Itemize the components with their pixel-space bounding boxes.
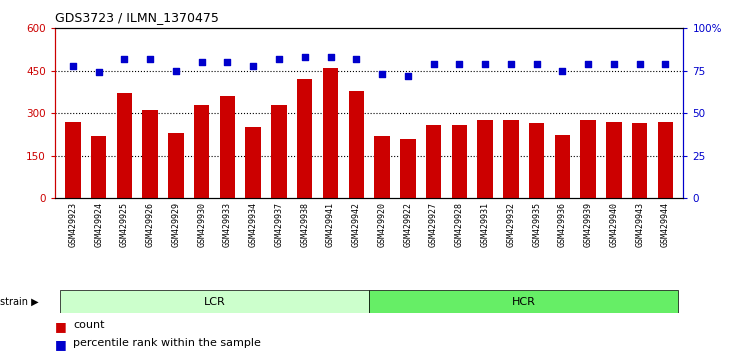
Point (480, 61, 491, 67)
Point (505, 61, 517, 67)
Text: GSM429942: GSM429942 (352, 202, 361, 247)
Text: GSM429935: GSM429935 (532, 202, 541, 247)
Bar (632, 123, 648, 198)
Text: GSM429929: GSM429929 (171, 202, 181, 247)
Bar (369, 290, 678, 313)
Point (93, 70, 105, 75)
Point (531, 61, 542, 67)
Point (583, 61, 594, 67)
Point (67, 63, 79, 69)
Point (247, 63, 259, 69)
Point (376, 72, 388, 77)
Text: GSM429927: GSM429927 (429, 202, 438, 247)
Bar (606, 122, 621, 198)
Bar (143, 110, 158, 198)
Text: GSM429932: GSM429932 (507, 202, 515, 247)
Bar (658, 122, 673, 198)
Text: GSM429939: GSM429939 (583, 202, 593, 247)
Text: HCR: HCR (512, 297, 536, 307)
Text: GSM429931: GSM429931 (480, 202, 490, 247)
Point (453, 61, 465, 67)
Text: GSM429926: GSM429926 (145, 202, 155, 247)
Bar (529, 123, 545, 198)
Bar (297, 79, 312, 198)
Bar (220, 96, 235, 198)
Text: percentile rank within the sample: percentile rank within the sample (73, 338, 261, 348)
Text: ■: ■ (55, 338, 67, 351)
Bar (168, 133, 183, 198)
Text: GSM429941: GSM429941 (326, 202, 335, 247)
Point (659, 61, 671, 67)
Bar (194, 105, 209, 198)
Bar (374, 136, 390, 198)
Bar (65, 122, 80, 198)
Text: GDS3723 / ILMN_1370475: GDS3723 / ILMN_1370475 (55, 11, 219, 24)
Text: GSM429930: GSM429930 (197, 202, 206, 247)
Text: ■: ■ (55, 320, 67, 333)
Text: GSM429936: GSM429936 (558, 202, 567, 247)
Bar (271, 105, 287, 198)
Bar (426, 125, 442, 198)
Text: LCR: LCR (204, 297, 225, 307)
Point (556, 68, 568, 74)
Bar (349, 91, 364, 198)
Text: GSM429940: GSM429940 (610, 202, 618, 247)
Bar (555, 135, 570, 198)
Text: GSM429944: GSM429944 (661, 202, 670, 247)
Bar (477, 120, 493, 198)
Bar (400, 139, 415, 198)
Bar (580, 120, 596, 198)
Point (350, 56, 362, 62)
Text: GSM429923: GSM429923 (69, 202, 77, 247)
Text: strain ▶: strain ▶ (0, 297, 39, 307)
Point (608, 61, 620, 67)
Point (634, 61, 645, 67)
Text: GSM429928: GSM429928 (455, 202, 464, 247)
Text: GSM429938: GSM429938 (300, 202, 309, 247)
Bar (60, 290, 369, 313)
Bar (117, 93, 132, 198)
Bar (323, 68, 338, 198)
Text: GSM429933: GSM429933 (223, 202, 232, 247)
Text: GSM429924: GSM429924 (94, 202, 103, 247)
Point (325, 55, 336, 60)
Point (118, 56, 130, 62)
Bar (452, 125, 467, 198)
Text: GSM429922: GSM429922 (404, 202, 412, 247)
Point (299, 55, 311, 60)
Text: GSM429943: GSM429943 (635, 202, 644, 247)
Bar (503, 120, 518, 198)
Text: GSM429925: GSM429925 (120, 202, 129, 247)
Bar (246, 127, 261, 198)
Point (196, 59, 208, 65)
Point (273, 56, 285, 62)
Bar (91, 136, 106, 198)
Point (221, 59, 233, 65)
Text: GSM429920: GSM429920 (377, 202, 387, 247)
Text: GSM429937: GSM429937 (274, 202, 284, 247)
Text: count: count (73, 320, 105, 330)
Point (428, 61, 439, 67)
Point (170, 68, 182, 74)
Point (402, 73, 414, 79)
Point (144, 56, 156, 62)
Text: GSM429934: GSM429934 (249, 202, 258, 247)
